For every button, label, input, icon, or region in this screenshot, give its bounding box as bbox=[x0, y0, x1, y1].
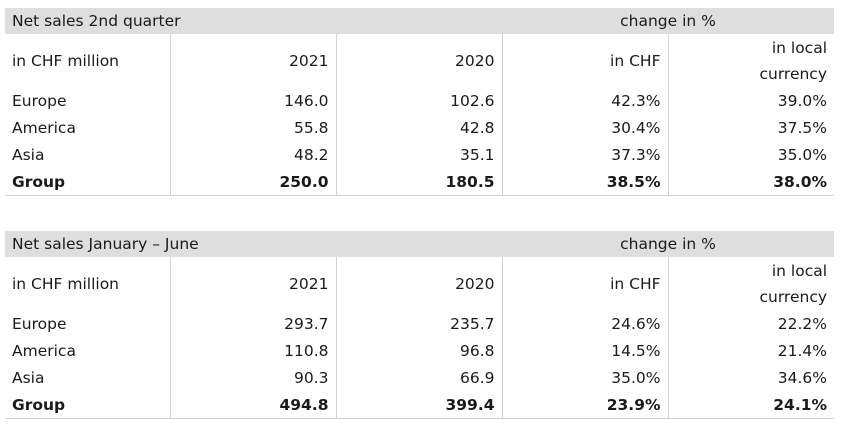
cell-2021: 55.8 bbox=[169, 114, 336, 141]
table-row-group: Group 250.0 180.5 38.5% 38.0% bbox=[5, 168, 835, 196]
col-in-local-currency: in local currency bbox=[667, 34, 835, 87]
change-header: change in % bbox=[502, 8, 835, 34]
row-label: Europe bbox=[12, 91, 67, 110]
col-in-chf: in CHF bbox=[501, 257, 669, 310]
cell-in-chf: 42.3% bbox=[501, 87, 668, 114]
net-sales-q2-table: Net sales 2nd quarter change in % in CHF… bbox=[5, 8, 835, 196]
net-sales-h1-table: Net sales January – June change in % in … bbox=[5, 231, 835, 419]
cell-2021: 494.8 bbox=[169, 391, 336, 419]
unit-label: in CHF million bbox=[12, 274, 120, 293]
cell-2020: 42.8 bbox=[335, 114, 502, 141]
column-header-row: in CHF million 2021 2020 in CHF in local… bbox=[5, 257, 835, 310]
cell-2021: 110.8 bbox=[169, 337, 336, 364]
col-in-local-line2: currency bbox=[759, 64, 828, 83]
cell-in-local: 34.6% bbox=[667, 364, 835, 391]
row-label: America bbox=[12, 341, 76, 360]
table-title-row: Net sales 2nd quarter change in % bbox=[5, 8, 835, 34]
change-header: change in % bbox=[502, 231, 835, 257]
table-row-asia: Asia 48.2 35.1 37.3% 35.0% bbox=[5, 141, 835, 168]
column-header-row: in CHF million 2021 2020 in CHF in local… bbox=[5, 34, 835, 87]
cell-in-chf: 37.3% bbox=[501, 141, 668, 168]
cell-2020: 35.1 bbox=[335, 141, 502, 168]
col-in-local-line2: currency bbox=[759, 287, 828, 306]
col-in-local-line1: in local bbox=[771, 261, 828, 280]
cell-2021: 250.0 bbox=[169, 168, 336, 196]
row-label: Asia bbox=[12, 368, 45, 387]
cell-in-chf: 30.4% bbox=[501, 114, 668, 141]
cell-in-local: 24.1% bbox=[667, 391, 835, 419]
table-title-row: Net sales January – June change in % bbox=[5, 231, 835, 257]
table-title: Net sales 2nd quarter bbox=[5, 8, 502, 34]
cell-2021: 48.2 bbox=[169, 141, 336, 168]
cell-in-chf: 14.5% bbox=[501, 337, 669, 364]
cell-in-local: 39.0% bbox=[667, 87, 835, 114]
col-2020: 2020 bbox=[335, 34, 502, 87]
cell-2020: 66.9 bbox=[335, 364, 503, 391]
cell-2021: 146.0 bbox=[169, 87, 336, 114]
row-label: Asia bbox=[12, 145, 45, 164]
cell-in-local: 21.4% bbox=[667, 337, 835, 364]
table-title: Net sales January – June bbox=[5, 231, 503, 257]
table-row-europe: Europe 146.0 102.6 42.3% 39.0% bbox=[5, 87, 835, 114]
col-2020: 2020 bbox=[335, 257, 503, 310]
cell-2021: 90.3 bbox=[169, 364, 336, 391]
table-row-america: America 110.8 96.8 14.5% 21.4% bbox=[5, 337, 835, 364]
cell-in-chf: 24.6% bbox=[501, 310, 669, 337]
table-row-america: America 55.8 42.8 30.4% 37.5% bbox=[5, 114, 835, 141]
col-2021: 2021 bbox=[169, 34, 336, 87]
table-row-europe: Europe 293.7 235.7 24.6% 22.2% bbox=[5, 310, 835, 337]
cell-2020: 96.8 bbox=[335, 337, 503, 364]
cell-2020: 180.5 bbox=[335, 168, 502, 196]
row-label: Group bbox=[5, 391, 170, 419]
cell-2021: 293.7 bbox=[169, 310, 336, 337]
row-label: Europe bbox=[12, 314, 67, 333]
cell-in-local: 35.0% bbox=[667, 141, 835, 168]
unit-label: in CHF million bbox=[12, 51, 120, 70]
cell-in-chf: 35.0% bbox=[501, 364, 669, 391]
cell-in-chf: 23.9% bbox=[501, 391, 669, 419]
table-row-asia: Asia 90.3 66.9 35.0% 34.6% bbox=[5, 364, 835, 391]
col-in-local-currency: in local currency bbox=[667, 257, 835, 310]
cell-in-local: 37.5% bbox=[667, 114, 835, 141]
row-label: America bbox=[12, 118, 76, 137]
cell-in-local: 22.2% bbox=[667, 310, 835, 337]
cell-2020: 399.4 bbox=[335, 391, 503, 419]
cell-in-local: 38.0% bbox=[667, 168, 835, 196]
col-in-chf: in CHF bbox=[501, 34, 668, 87]
cell-2020: 235.7 bbox=[335, 310, 503, 337]
cell-2020: 102.6 bbox=[335, 87, 502, 114]
cell-in-chf: 38.5% bbox=[501, 168, 668, 196]
table-row-group: Group 494.8 399.4 23.9% 24.1% bbox=[5, 391, 835, 419]
col-in-local-line1: in local bbox=[771, 38, 828, 57]
row-label: Group bbox=[5, 168, 170, 196]
col-2021: 2021 bbox=[169, 257, 336, 310]
